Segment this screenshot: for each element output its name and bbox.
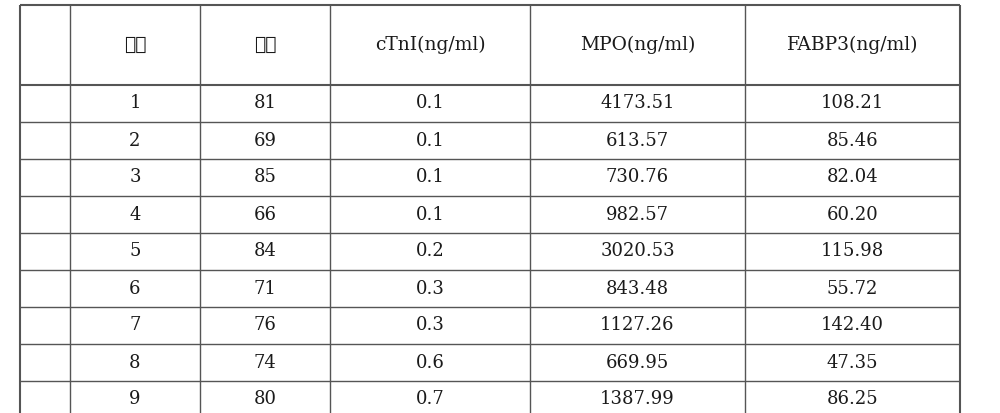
Text: 5: 5: [129, 242, 141, 261]
Text: 80: 80: [254, 391, 276, 408]
Text: 108.21: 108.21: [821, 95, 884, 112]
Text: 86.25: 86.25: [827, 391, 878, 408]
Text: 0.6: 0.6: [416, 354, 444, 372]
Text: 84: 84: [254, 242, 276, 261]
Text: 66: 66: [254, 206, 276, 223]
Text: 142.40: 142.40: [821, 316, 884, 335]
Text: 60.20: 60.20: [827, 206, 878, 223]
Text: 69: 69: [254, 131, 276, 150]
Text: 669.95: 669.95: [606, 354, 669, 372]
Text: 0.3: 0.3: [416, 316, 444, 335]
Text: 0.3: 0.3: [416, 280, 444, 297]
Text: 1127.26: 1127.26: [600, 316, 675, 335]
Text: 2: 2: [129, 131, 141, 150]
Text: 82.04: 82.04: [827, 169, 878, 187]
Text: 0.2: 0.2: [416, 242, 444, 261]
Text: 55.72: 55.72: [827, 280, 878, 297]
Text: 4173.51: 4173.51: [600, 95, 675, 112]
Text: 4: 4: [129, 206, 141, 223]
Text: 115.98: 115.98: [821, 242, 884, 261]
Text: 7: 7: [129, 316, 141, 335]
Text: 0.1: 0.1: [416, 206, 444, 223]
Text: 0.1: 0.1: [416, 169, 444, 187]
Text: 1387.99: 1387.99: [600, 391, 675, 408]
Text: 81: 81: [254, 95, 276, 112]
Text: 0.7: 0.7: [416, 391, 444, 408]
Text: 年龄: 年龄: [254, 36, 276, 54]
Text: 85.46: 85.46: [827, 131, 878, 150]
Text: 3020.53: 3020.53: [600, 242, 675, 261]
Text: 47.35: 47.35: [827, 354, 878, 372]
Text: MPO(ng/ml): MPO(ng/ml): [580, 36, 695, 54]
Text: 序号: 序号: [124, 36, 146, 54]
Text: 730.76: 730.76: [606, 169, 669, 187]
Text: 85: 85: [254, 169, 276, 187]
Text: 8: 8: [129, 354, 141, 372]
Text: 1: 1: [129, 95, 141, 112]
Text: 9: 9: [129, 391, 141, 408]
Text: 3: 3: [129, 169, 141, 187]
Text: 0.1: 0.1: [416, 131, 444, 150]
Text: 6: 6: [129, 280, 141, 297]
Text: 0.1: 0.1: [416, 95, 444, 112]
Text: 982.57: 982.57: [606, 206, 669, 223]
Text: FABP3(ng/ml): FABP3(ng/ml): [787, 36, 918, 54]
Text: 613.57: 613.57: [606, 131, 669, 150]
Text: 843.48: 843.48: [606, 280, 669, 297]
Text: 76: 76: [254, 316, 276, 335]
Text: cTnI(ng/ml): cTnI(ng/ml): [375, 36, 485, 54]
Text: 71: 71: [254, 280, 276, 297]
Text: 74: 74: [254, 354, 276, 372]
